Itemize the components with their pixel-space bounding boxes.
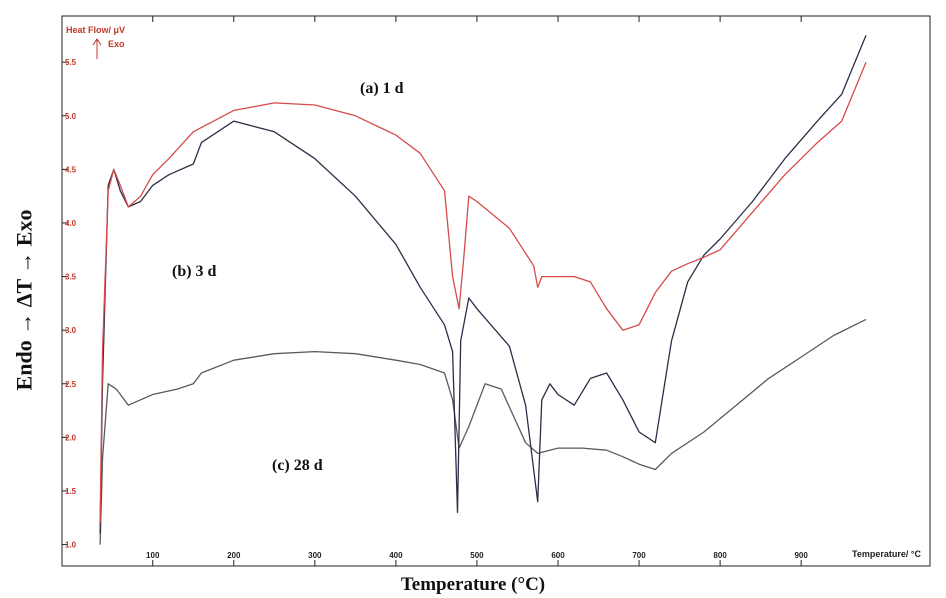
annotation-group: (a) 1 d (b) 3 d (c) 28 d (172, 80, 404, 474)
series-b-3d-line (99, 35, 867, 534)
y-tick-label: 5.5 (65, 58, 77, 67)
x-tick-label: 900 (794, 551, 808, 560)
series-annotation: (b) 3 d (172, 263, 217, 280)
instrument-y-label: Heat Flow/ μV (66, 25, 125, 35)
x-tick-label: 400 (389, 551, 403, 560)
x-tick-group: 100 200 300 400 500 600 700 800 900 (146, 16, 808, 566)
x-tick-label: 300 (308, 551, 322, 560)
x-tick-label: 100 (146, 551, 160, 560)
x-tick-label: 800 (713, 551, 727, 560)
y-tick-label: 1.0 (65, 541, 77, 550)
series-a-1d-line (99, 61, 867, 524)
y-tick-label: 2.5 (65, 380, 77, 389)
y-tick-label: 3.5 (65, 273, 77, 282)
plot-border (61, 15, 931, 567)
series-annotation: (c) 28 d (272, 457, 323, 474)
series-group (99, 35, 867, 545)
instrument-exo-label: Exo (108, 39, 125, 49)
y-tick-label: 4.5 (65, 165, 77, 174)
x-tick-label: 500 (470, 551, 484, 560)
series-c-28d-line (99, 318, 867, 545)
y-tick-label: 2.0 (65, 433, 77, 442)
y-tick-group: 1.0 1.5 2.0 2.5 3.0 3.5 4.0 4.5 5.0 5.5 (62, 58, 77, 550)
y-tick-label: 3.0 (65, 326, 77, 335)
x-tick-label: 700 (632, 551, 646, 560)
x-tick-label: 600 (551, 551, 565, 560)
figure-y-label: Endo → ΔT → Exo (11, 209, 37, 391)
x-tick-label: 200 (227, 551, 241, 560)
y-tick-label: 5.0 (65, 112, 77, 121)
y-tick-label: 4.0 (65, 219, 77, 228)
instrument-x-label: Temperature/ °C (852, 549, 921, 559)
figure-x-label: Temperature (°C) (400, 574, 546, 595)
exo-arrow-icon (92, 38, 102, 59)
plot-frame (61, 15, 931, 567)
series-annotation: (a) 1 d (360, 80, 404, 97)
y-tick-label: 1.5 (65, 487, 77, 496)
